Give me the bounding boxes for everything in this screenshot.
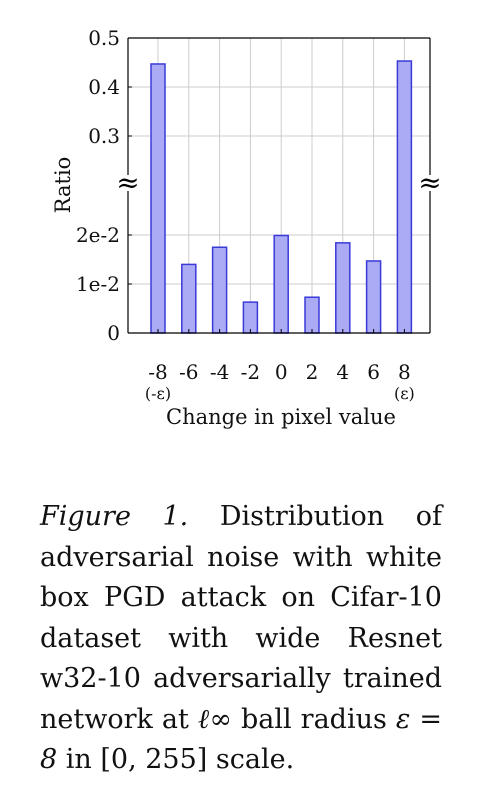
x-tick-label: 0 [275,360,288,384]
axes: ≈ ≈ [116,37,442,334]
x-tick-sublabel: (ε) [394,384,415,403]
caption-text-1: Distribution of adversarial noise with w… [40,501,442,735]
x-tick-label: -2 [241,360,260,384]
caption-math-norm: ℓ∞ [197,703,232,735]
bar [335,242,351,334]
y-tick-label: 0.4 [88,75,120,99]
caption-text-3: in [0, 255] scale. [57,744,295,775]
axis-break-right: ≈ [418,166,441,199]
x-tick-label: -4 [210,360,229,384]
x-tick-sublabel: (-ε) [145,384,171,403]
x-tick-label: -8 [148,360,167,384]
y-axis-label: Ratio [51,157,75,214]
x-tick-label: 2 [306,360,319,384]
bar [365,260,382,334]
x-tick-label: -6 [179,360,198,384]
y-tick-label: 1e-2 [76,272,120,296]
x-tick-label: 8 [398,360,411,384]
y-tick-label: 0.3 [88,124,120,148]
y-tick-labels: 0 1e-2 2e-2 0.3 0.4 0.5 [76,26,120,345]
bar [242,301,259,334]
y-tick-label: 2e-2 [76,223,120,247]
y-tick-label: 0.5 [88,26,120,50]
caption-label: Figure 1. [40,501,189,532]
x-tick-labels: -8(-ε) -6 -4 -2 0 2 4 6 8(ε) [145,360,415,403]
axis-break-left: ≈ [116,166,139,199]
bar [181,263,197,334]
x-tick-label: 4 [336,360,349,384]
figure-caption: Figure 1. Distribution of adversarial no… [40,497,442,781]
bar-chart: ≈ ≈ 01e-22e-20.30.40.5 -8(-ε)-6 -4 -2 0 2 4 6 8(… [51,26,442,429]
bar [150,63,166,334]
bar [396,60,413,334]
y-tick-label: 0 [107,321,120,345]
x-tick-label: 6 [367,360,380,384]
caption-math-epsilon: ε = 8 [40,703,442,776]
bar [273,234,289,334]
bar [304,296,320,334]
bar [211,246,228,334]
caption-text-2: ball radius [232,703,396,735]
x-axis-label: Change in pixel value [166,405,396,429]
gridlines [128,37,430,334]
